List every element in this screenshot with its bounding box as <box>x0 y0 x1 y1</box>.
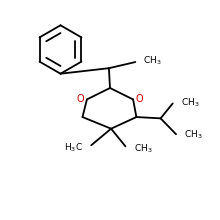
Text: CH$_3$: CH$_3$ <box>181 96 200 109</box>
Text: CH$_3$: CH$_3$ <box>184 129 203 141</box>
Text: CH$_3$: CH$_3$ <box>143 55 162 67</box>
Text: O: O <box>136 94 143 104</box>
Text: H$_3$C: H$_3$C <box>64 142 83 154</box>
Text: O: O <box>77 94 84 104</box>
Text: CH$_3$: CH$_3$ <box>134 143 152 155</box>
